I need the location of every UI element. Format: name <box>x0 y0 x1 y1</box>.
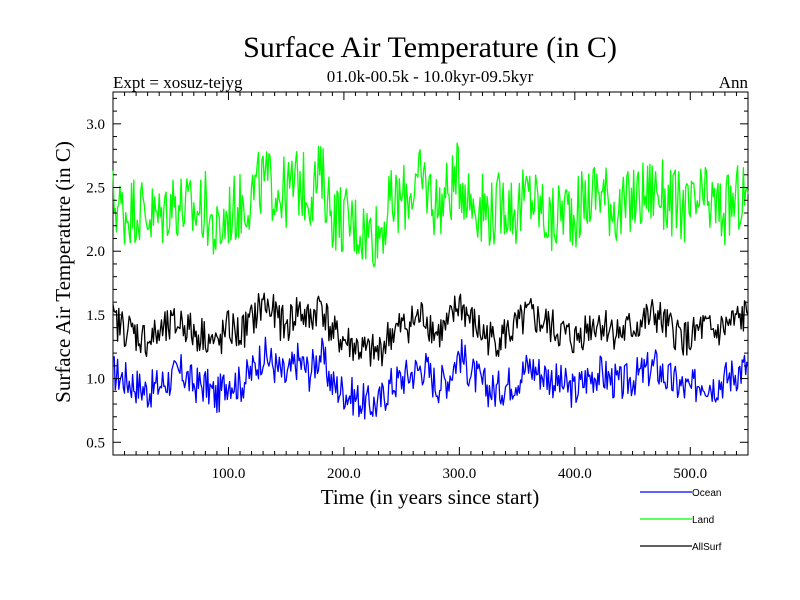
x-tick-label: 100.0 <box>212 466 246 482</box>
x-tick-label: 200.0 <box>327 466 361 482</box>
y-axis-label: Surface Air Temperature (in C) <box>51 141 75 403</box>
chart-title: Surface Air Temperature (in C) <box>243 31 617 64</box>
y-tick-label: 2.0 <box>86 244 105 260</box>
y-tick-label: 1.0 <box>86 372 105 388</box>
legend: Ocean Land AllSurf <box>640 488 722 553</box>
season-label: Ann <box>719 73 749 92</box>
experiment-label: Expt = xosuz-tejyg <box>113 73 243 92</box>
legend-label-allsurf: AllSurf <box>692 542 722 553</box>
series-line-allsurf <box>112 292 749 367</box>
y-tick-label: 0.5 <box>86 435 105 451</box>
series-layer <box>112 142 749 420</box>
series-line-ocean <box>112 336 749 420</box>
x-tick-label: 300.0 <box>442 466 476 482</box>
x-tick-label: 400.0 <box>558 466 592 482</box>
legend-label-ocean: Ocean <box>692 488 721 499</box>
y-tick-label: 2.5 <box>86 181 105 197</box>
series-line-land <box>112 142 749 268</box>
x-axis: 100.0 200.0 300.0 400.0 500.0 <box>124 92 737 482</box>
y-tick-label: 3.0 <box>86 117 105 133</box>
x-axis-label: Time (in years since start) <box>321 485 540 509</box>
legend-label-land: Land <box>692 515 714 526</box>
x-tick-label: 500.0 <box>673 466 707 482</box>
y-axis: 0.5 1.0 1.5 2.0 2.5 3.0 <box>86 97 748 451</box>
chart-subtitle: 01.0k-00.5k - 10.0kyr-09.5kyr <box>327 67 534 86</box>
y-tick-label: 1.5 <box>86 308 105 324</box>
plot-area <box>112 91 749 456</box>
